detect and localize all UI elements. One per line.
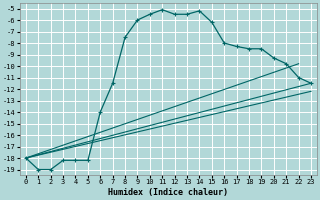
X-axis label: Humidex (Indice chaleur): Humidex (Indice chaleur) (108, 188, 228, 197)
